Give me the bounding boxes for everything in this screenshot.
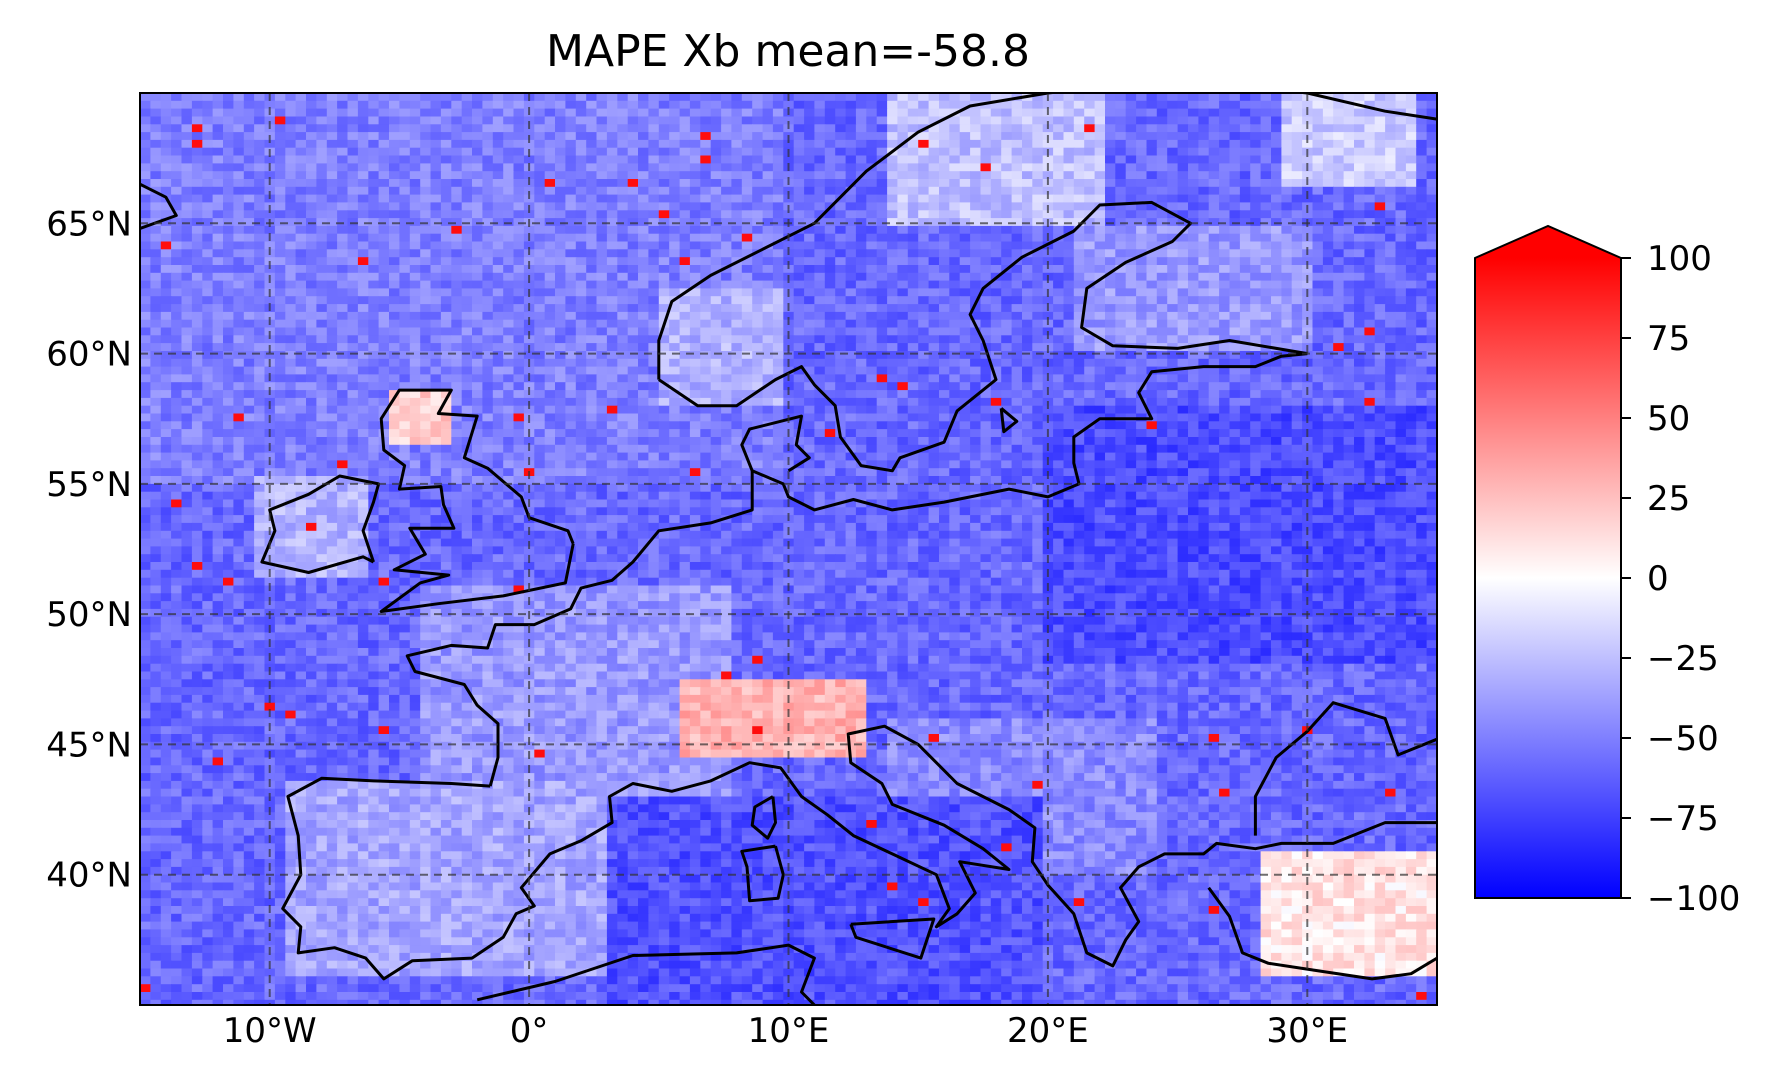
y-tick-label: 40°N <box>46 856 132 896</box>
colorbar-tick-label: 75 <box>1647 319 1690 359</box>
y-tick-label: 55°N <box>46 465 132 505</box>
x-tick-label: 10°W <box>223 1011 317 1051</box>
x-tick-label: 10°E <box>748 1011 830 1051</box>
colorbar-tick-label: −50 <box>1647 719 1719 759</box>
colorbar-tick-label: −75 <box>1647 799 1719 839</box>
map-area <box>140 93 1437 1005</box>
colorbar-tick-label: −100 <box>1647 879 1740 919</box>
y-tick-label: 65°N <box>46 204 132 244</box>
x-tick-label: 30°E <box>1266 1011 1348 1051</box>
colorbar-tick-label: 50 <box>1647 399 1690 439</box>
y-tick-label: 50°N <box>46 595 132 635</box>
colorbar-extend-arrow <box>1475 226 1621 258</box>
colorbar-tick-label: 0 <box>1647 559 1669 599</box>
coastlines <box>140 93 1437 1005</box>
colorbar-gradient <box>1475 258 1621 898</box>
y-axis: 40°N 45°N 50°N 55°N 60°N 65°N <box>46 204 132 895</box>
colorbar-tick-label: −25 <box>1647 639 1719 679</box>
map-frame <box>139 92 1438 1006</box>
gridlines <box>140 93 1437 1005</box>
colorbar-frame <box>1474 224 1622 899</box>
map-title: MAPE Xb mean=-58.8 <box>546 26 1030 77</box>
colorbar-tick-label: 100 <box>1647 239 1712 279</box>
x-tick-label: 0° <box>510 1011 549 1051</box>
colorbar-ticks: 100 75 50 25 0 −25 −50 −75 −100 <box>1621 239 1740 919</box>
colorbar: 100 75 50 25 0 −25 −50 −75 −100 <box>1474 224 1740 919</box>
heatmap-cells <box>140 93 1437 1005</box>
y-tick-label: 60°N <box>46 335 132 375</box>
x-tick-label: 20°E <box>1007 1011 1089 1051</box>
colorbar-tick-label: 25 <box>1647 479 1690 519</box>
y-tick-label: 45°N <box>46 725 132 765</box>
x-axis: 10°W 0° 10°E 20°E 30°E <box>223 1011 1348 1051</box>
